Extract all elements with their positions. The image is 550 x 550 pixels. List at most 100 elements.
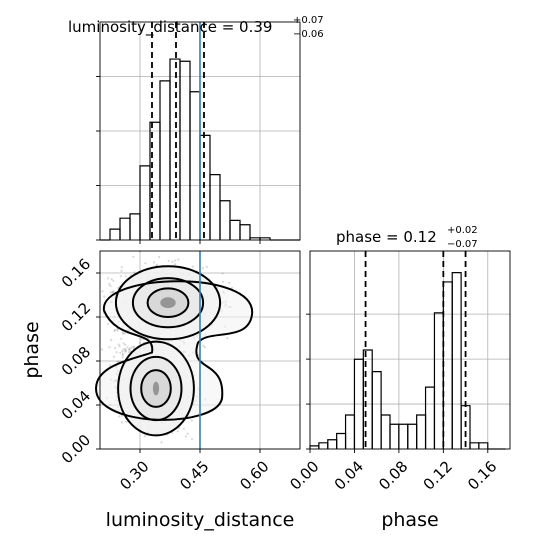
scatter-point [112, 290, 115, 293]
scatter-point [113, 328, 116, 332]
scatter-point [132, 255, 135, 258]
scatter-point [119, 351, 122, 354]
lumdist-hist-bar-7 [169, 58, 181, 240]
scatter-point [125, 420, 128, 423]
scatter-point [124, 350, 127, 353]
scatter-point [222, 280, 225, 283]
lumdist-hist-bar-16 [259, 237, 271, 240]
scatter-point [158, 255, 161, 259]
panel-phase-hist: 0.00 0.04 0.08 0.12 0.16 phase = 0.12 +0.02 … [286, 225, 511, 531]
scatter-point [131, 346, 134, 349]
scatter-point [126, 346, 129, 349]
lumdist-hist-bar-2 [119, 217, 131, 240]
scatter-point [101, 290, 104, 293]
phase-hist-frame [309, 250, 511, 450]
phase-hist-bar-3 [336, 432, 347, 449]
phase-hist-bar-14 [433, 312, 444, 449]
xaxis-label-lumdist: luminosity_distance [106, 509, 295, 531]
scatter-point [121, 331, 124, 334]
phase-title-plus: +0.02 [447, 225, 478, 236]
scatter-point [108, 283, 111, 286]
phase-title: phase = 0.12 [336, 228, 437, 246]
phase-hist-xtick-label-3: 0.12 [420, 457, 456, 493]
scatter-point [139, 337, 143, 340]
scatter-point [155, 263, 159, 266]
scatter-point [171, 260, 174, 263]
scatter-point [113, 329, 116, 332]
density-fill-bridge [96, 281, 253, 420]
scatter-point [132, 345, 136, 348]
scatter-ytick-label-1: 0.04 [58, 387, 94, 423]
lumdist-title-plus: +0.07 [293, 15, 324, 26]
scatter-point [110, 278, 113, 281]
phase-hist-bar-7 [371, 371, 382, 449]
phase-hist-bar-10 [398, 423, 409, 449]
scatter-point [116, 329, 119, 332]
scatter-point [186, 432, 189, 435]
scatter-point [112, 355, 115, 358]
scatter-point [117, 343, 120, 346]
scatter-point [120, 269, 123, 272]
phase-hist-bar-12 [416, 414, 427, 449]
scatter-point [160, 441, 163, 444]
scatter-point [201, 267, 204, 270]
scatter-point [144, 262, 147, 265]
phase-hist-bar-8 [380, 414, 391, 449]
scatter-point [128, 348, 131, 351]
xaxis-label-phase: phase [381, 509, 438, 531]
lumdist-hist-bar-8 [179, 60, 191, 240]
scatter-point [190, 419, 193, 422]
scatter-point [112, 279, 115, 282]
scatter-point [118, 345, 121, 348]
lumdist-hist-bar-6 [159, 80, 171, 240]
phase-hist-xtick-label-4: 0.16 [464, 457, 500, 493]
scatter-point [120, 266, 123, 269]
lumdist-hist-bar-11 [209, 174, 221, 240]
lumdist-title-minus: −0.06 [293, 29, 324, 40]
phase-hist-bar-18 [469, 442, 480, 449]
scatter-point [226, 337, 229, 340]
lumdist-hist-bar-9 [189, 91, 201, 240]
scatter-point [101, 348, 104, 351]
scatter-point [177, 258, 180, 261]
lumdist-hist-bar-4 [139, 165, 151, 240]
scatter-point [152, 261, 156, 264]
scatter-point [116, 360, 119, 363]
scatter-xtick-label-0: 0.30 [116, 457, 152, 493]
scatter-xtick-label-2: 0.60 [236, 457, 272, 493]
scatter-point [108, 346, 111, 349]
scatter-point [114, 346, 117, 350]
lumdist-hist-bar-12 [219, 200, 231, 240]
phase-hist-xtick-label-1: 0.04 [331, 457, 367, 493]
scatter-point [167, 259, 170, 262]
lumdist-hist-bar-10 [199, 134, 211, 240]
scatter-point [118, 415, 121, 418]
scatter-point [122, 332, 125, 335]
scatter-ytick-label-3: 0.12 [58, 299, 94, 335]
scatter-point [107, 277, 110, 280]
yaxis-label-phase: phase [21, 321, 43, 378]
scatter-point [125, 349, 128, 352]
contour-mode0-level1 [131, 277, 205, 329]
scatter-point [120, 337, 123, 340]
scatter-point [109, 291, 112, 294]
scatter-point [184, 435, 187, 438]
scatter-point [111, 291, 114, 294]
scatter-point [221, 272, 224, 275]
scatter-ytick-label-4: 0.16 [58, 255, 94, 291]
scatter-point [122, 342, 125, 345]
scatter-point [122, 348, 125, 351]
phase-hist-xtick-label-2: 0.08 [375, 457, 411, 493]
scatter-point [124, 343, 127, 346]
scatter-point [123, 332, 127, 335]
scatter-point [109, 284, 112, 288]
scatter-point [176, 430, 179, 433]
scatter-point [143, 435, 146, 438]
scatter-point [103, 295, 106, 298]
scatter-point [121, 354, 124, 357]
lumdist-hist-bar-13 [229, 219, 241, 240]
scatter-point [203, 346, 206, 349]
scatter-point [190, 438, 194, 441]
scatter-point [129, 346, 132, 350]
